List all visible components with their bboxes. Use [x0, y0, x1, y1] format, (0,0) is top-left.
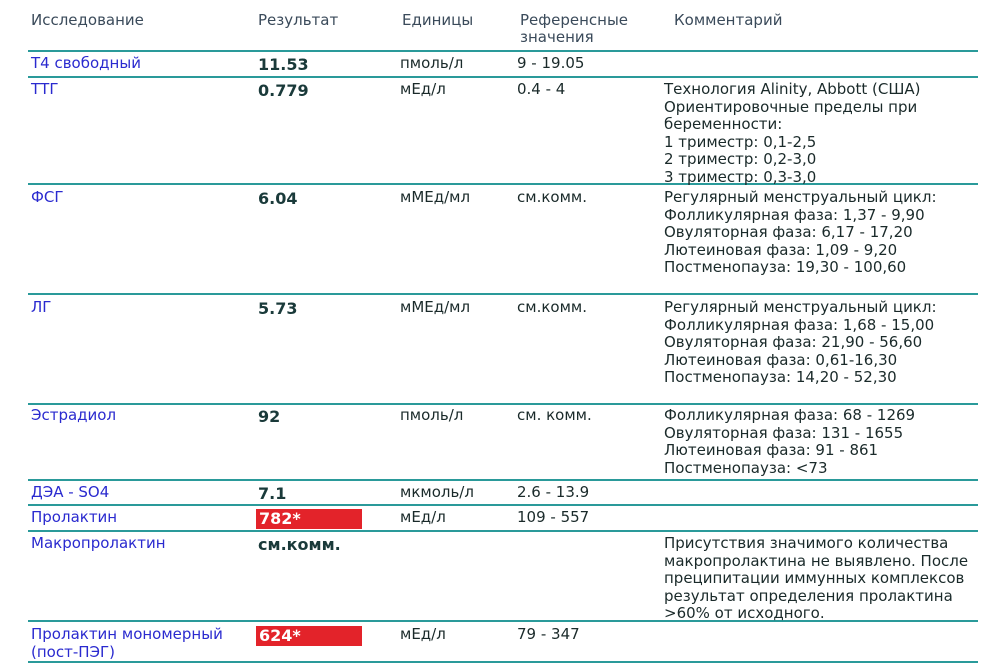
result-value: см.комм.	[258, 535, 341, 554]
row-divider	[28, 76, 978, 78]
units: мМЕд/мл	[400, 298, 471, 316]
row-divider	[28, 183, 978, 185]
row-divider	[28, 661, 978, 663]
reference-range: см. комм.	[517, 406, 592, 424]
row-divider	[28, 479, 978, 481]
units: пмоль/л	[400, 54, 464, 72]
table-header: Исследование Результат Единицы Референсн…	[0, 0, 1000, 52]
row-divider	[28, 403, 978, 405]
reference-range: 2.6 - 13.9	[517, 483, 590, 501]
units: пмоль/л	[400, 406, 464, 424]
units: мкмоль/л	[400, 483, 474, 501]
units: мЕд/л	[400, 508, 446, 526]
comment: Технология Alinity, Abbott (США) Ориентир…	[664, 80, 921, 186]
row-divider	[28, 293, 978, 295]
header-test: Исследование	[31, 11, 144, 29]
comment: Регулярный менструальный цикл: Фолликуляр…	[664, 298, 937, 386]
test-name: Пролактин	[31, 508, 118, 526]
test-name: ТТГ	[31, 80, 59, 98]
row-divider	[28, 504, 978, 506]
row-divider	[28, 50, 978, 52]
result-value: 5.73	[258, 299, 298, 318]
comment: Фолликулярная фаза: 68 - 1269 Овуляторная…	[664, 406, 916, 477]
test-name: ДЭА - SO4	[31, 483, 110, 501]
reference-range: см.комм.	[517, 298, 587, 316]
reference-range: см.комм.	[517, 188, 587, 206]
test-name: ФСГ	[31, 188, 64, 206]
reference-range: 109 - 557	[517, 508, 590, 526]
reference-range: 9 - 19.05	[517, 54, 585, 72]
test-name: Эстрадиол	[31, 406, 117, 424]
result-value-abnormal: 782*	[256, 509, 362, 529]
header-result: Результат	[258, 11, 339, 29]
header-units: Единицы	[402, 11, 474, 29]
row-divider	[28, 620, 978, 622]
header-comment: Комментарий	[674, 11, 783, 29]
result-value: 7.1	[258, 484, 287, 503]
test-name: Макропролактин	[31, 534, 166, 552]
comment: Присутствия значимого количества макропро…	[664, 534, 969, 622]
units: мЕд/л	[400, 625, 446, 643]
result-value: 6.04	[258, 189, 298, 208]
comment: Регулярный менструальный цикл: Фолликуляр…	[664, 188, 937, 276]
row-divider	[28, 530, 978, 532]
test-name: Пролактин мономерный (пост-ПЭГ)	[31, 625, 223, 661]
result-value: 0.779	[258, 81, 309, 100]
reference-range: 79 - 347	[517, 625, 580, 643]
result-value-abnormal: 624*	[256, 626, 362, 646]
result-value: 11.53	[258, 55, 309, 74]
units: мЕд/л	[400, 80, 446, 98]
test-name: ЛГ	[31, 298, 52, 316]
result-value: 92	[258, 407, 281, 426]
header-reference: Референсные значения	[520, 11, 629, 46]
test-name: Т4 свободный	[31, 54, 141, 72]
units: мМЕд/мл	[400, 188, 471, 206]
reference-range: 0.4 - 4	[517, 80, 566, 98]
